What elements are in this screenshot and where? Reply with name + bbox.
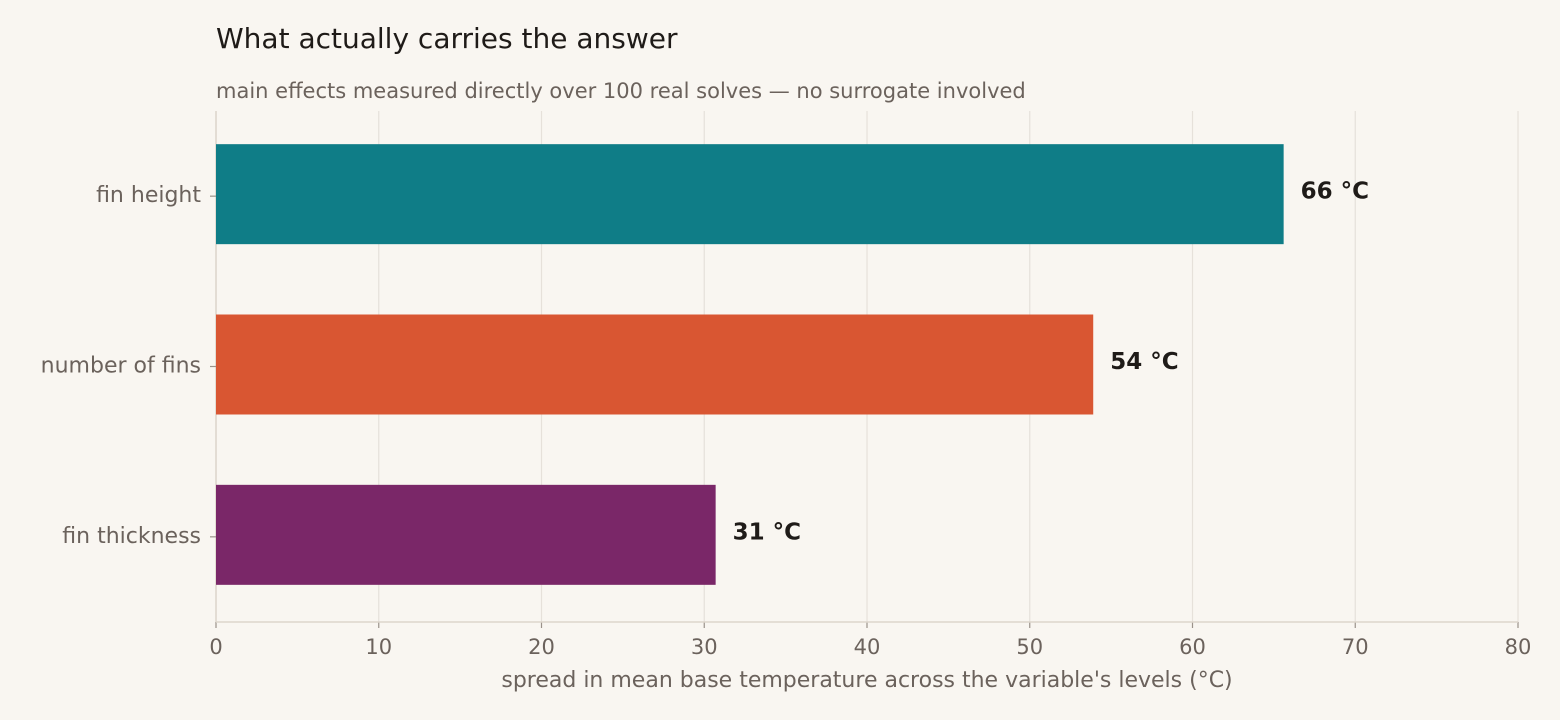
- chart-subtitle: main effects measured directly over 100 …: [216, 79, 1026, 103]
- bar: [216, 314, 1094, 415]
- y-tick-label: number of fins: [41, 354, 201, 379]
- y-tick-label: fin thickness: [62, 524, 201, 549]
- x-axis-label: spread in mean base temperature across t…: [501, 668, 1232, 693]
- x-tick-label: 50: [1016, 635, 1043, 659]
- value-label: 66 °C: [1301, 179, 1369, 205]
- x-tick-label: 60: [1179, 635, 1206, 659]
- x-tick-label: 80: [1505, 635, 1532, 659]
- bar: [216, 484, 716, 585]
- x-tick-label: 20: [528, 635, 555, 659]
- value-label: 31 °C: [733, 519, 801, 545]
- x-tick-label: 10: [365, 635, 392, 659]
- bar: [216, 144, 1284, 245]
- x-tick-label: 70: [1342, 635, 1369, 659]
- x-tick-label: 40: [854, 635, 881, 659]
- value-label: 54 °C: [1110, 349, 1178, 375]
- chart-title: What actually carries the answer: [216, 22, 678, 55]
- x-tick-label: 30: [691, 635, 718, 659]
- x-tick-label: 0: [209, 635, 222, 659]
- y-tick-label: fin height: [96, 183, 201, 208]
